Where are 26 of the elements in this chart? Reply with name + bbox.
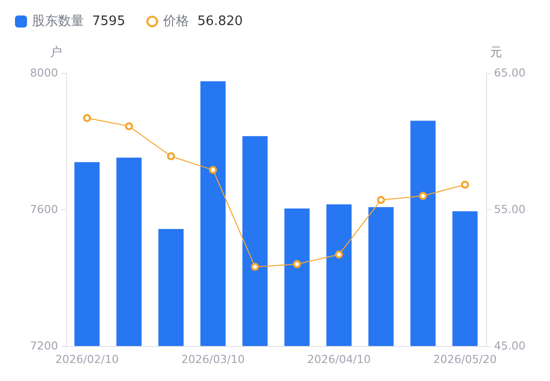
point bbox=[293, 260, 301, 268]
y-tick-label: 8000 bbox=[30, 66, 58, 80]
point bbox=[167, 152, 175, 160]
y2-tick-label: 65.00 bbox=[494, 66, 526, 80]
y-axis-title: 户 bbox=[50, 45, 62, 59]
point bbox=[335, 250, 343, 259]
point bbox=[209, 166, 217, 174]
text: 7595 bbox=[92, 14, 126, 29]
y2-axis-title: 元 bbox=[490, 45, 502, 59]
y2-tick-label: 45.00 bbox=[494, 340, 526, 352]
legend-label: 股东数量 bbox=[32, 14, 88, 29]
x-tick-label: 2026/02/10 bbox=[55, 353, 119, 366]
text: 56.820 bbox=[197, 14, 243, 29]
point bbox=[419, 192, 427, 200]
legend-label: 价格 bbox=[162, 14, 194, 29]
point bbox=[377, 196, 385, 204]
point bbox=[461, 180, 469, 189]
x-tick-label: 2026/05/20 bbox=[433, 353, 497, 366]
x-tick-label: 2026/03/10 bbox=[181, 353, 245, 366]
x-tick-label: 2026/04/10 bbox=[307, 353, 371, 366]
point bbox=[125, 122, 133, 130]
y2-tick-label: 55.00 bbox=[494, 203, 526, 216]
point bbox=[251, 262, 259, 271]
y-tick-label: 7600 bbox=[30, 203, 58, 216]
point bbox=[83, 114, 91, 122]
y-tick-label: 7200 bbox=[30, 340, 58, 352]
